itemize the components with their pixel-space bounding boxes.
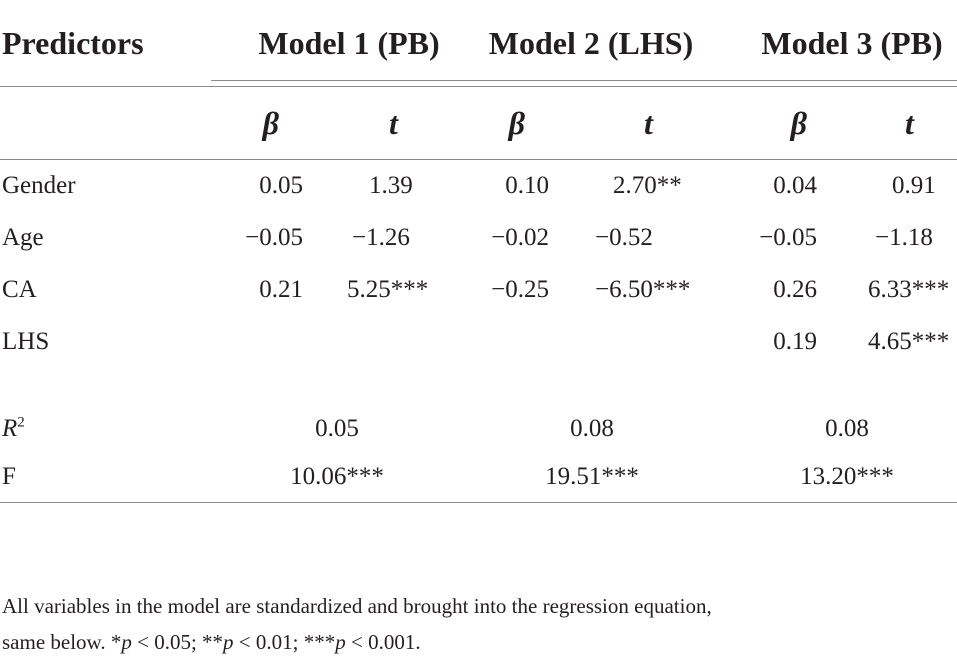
- cell-m3-beta: 0.19: [773, 328, 818, 355]
- r2-m3: 0.08: [825, 415, 869, 442]
- table-row: Age −0.05 −1.26 −0.02 −0.52 −0.05 −1.18: [0, 212, 957, 264]
- row-label: LHS: [2, 328, 50, 355]
- table-row-f: F 10.06*** 19.51*** 13.20***: [0, 452, 957, 503]
- cell-m1-t: 5.25***: [347, 276, 429, 303]
- spacer-row: [0, 368, 957, 406]
- cell-m3-beta: 0.26: [773, 276, 818, 303]
- beta-header-m3: β: [790, 104, 808, 141]
- table-row: CA 0.21 5.25*** −0.25 −6.50*** 0.26 6.33…: [0, 264, 957, 316]
- cell-m1-t: 1.39: [369, 172, 413, 199]
- model-header-rule: [211, 80, 957, 81]
- r2-label-sup: 2: [17, 414, 25, 431]
- row-label: Gender: [2, 172, 76, 199]
- cell-m3-t: 6.33***: [868, 276, 950, 303]
- f-m3: 13.20***: [800, 463, 894, 490]
- cell-m2-beta: 0.10: [505, 172, 550, 199]
- footnote-line-1: All variables in the model are standardi…: [2, 594, 712, 618]
- row-label: Age: [2, 224, 44, 251]
- table-footnote: All variables in the model are standardi…: [2, 588, 952, 660]
- cell-m2-t: 2.70**: [613, 172, 682, 199]
- table-row: Gender 0.05 1.39 0.10 2.70** 0.04 0.91: [0, 160, 957, 213]
- footnote-line-2: same below. *p < 0.05; **p < 0.01; ***p …: [2, 630, 421, 654]
- t-header-m1: t: [389, 104, 398, 141]
- cell-m1-beta: 0.21: [259, 276, 303, 303]
- cell-m2-t: −0.52: [595, 224, 653, 251]
- f-m2: 19.51***: [545, 463, 639, 490]
- r2-label: R2: [0, 406, 211, 452]
- table-row: LHS 0.19 4.65***: [0, 316, 957, 368]
- cell-m2-t: −6.50***: [595, 276, 691, 303]
- cell-m3-t: −1.18: [875, 224, 933, 251]
- beta-header-m2: β: [508, 104, 526, 141]
- table-row-r2: R2 0.05 0.08 0.08: [0, 406, 957, 452]
- cell-m3-t: 4.65***: [868, 328, 950, 355]
- r2-m1: 0.05: [315, 415, 359, 442]
- t-header-m3: t: [905, 104, 914, 141]
- cell-m2-t: [553, 316, 717, 368]
- row-label: CA: [2, 276, 37, 303]
- cell-m3-beta: −0.05: [759, 224, 818, 251]
- regression-table: Predictors Model 1 (PB) Model 2 (LHS) Mo…: [0, 0, 957, 503]
- cell-m1-beta: −0.05: [245, 224, 303, 251]
- predictors-header: Predictors: [2, 24, 144, 61]
- header-row-stats: β t β t β t: [0, 86, 957, 160]
- cell-m2-beta: −0.25: [491, 276, 550, 303]
- cell-m2-beta: −0.02: [491, 224, 550, 251]
- model-1-header: Model 1 (PB): [258, 24, 440, 61]
- model-3-header: Model 3 (PB): [761, 24, 943, 61]
- cell-m3-beta: 0.04: [773, 172, 818, 199]
- header-row-models: Predictors Model 1 (PB) Model 2 (LHS) Mo…: [0, 0, 957, 87]
- cell-m1-t: [307, 316, 457, 368]
- r2-m2: 0.08: [570, 415, 614, 442]
- cell-m1-beta: [211, 316, 307, 368]
- cell-m1-beta: 0.05: [259, 172, 303, 199]
- t-header-m2: t: [644, 104, 653, 141]
- header-empty-cell: [0, 87, 211, 160]
- cell-m1-t: −1.26: [352, 224, 410, 251]
- cell-m2-beta: [457, 316, 553, 368]
- beta-header-m1: β: [262, 104, 279, 141]
- f-label: F: [2, 463, 16, 490]
- r2-label-main: R: [2, 415, 18, 442]
- model-2-header: Model 2 (LHS): [488, 24, 694, 61]
- f-m1: 10.06***: [290, 463, 384, 490]
- cell-m3-t: 0.91: [892, 172, 936, 199]
